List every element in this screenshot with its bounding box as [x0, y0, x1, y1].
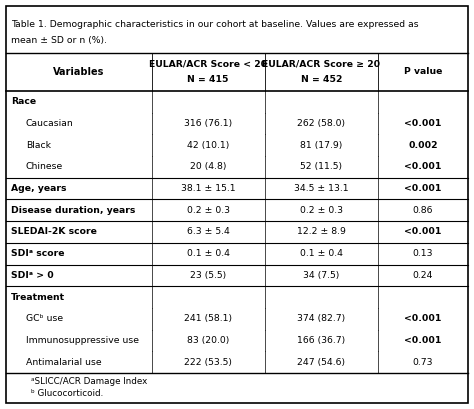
Text: <0.001: <0.001 [404, 227, 442, 236]
Text: 166 (36.7): 166 (36.7) [297, 336, 346, 345]
Text: 38.1 ± 15.1: 38.1 ± 15.1 [181, 184, 236, 193]
Text: <0.001: <0.001 [404, 162, 442, 171]
Text: 0.002: 0.002 [408, 141, 438, 150]
Text: GCᵇ use: GCᵇ use [26, 314, 63, 323]
Text: Antimalarial use: Antimalarial use [26, 357, 101, 366]
Text: 262 (58.0): 262 (58.0) [297, 119, 346, 128]
Text: SDIᵃ score: SDIᵃ score [11, 249, 64, 258]
Text: Black: Black [26, 141, 51, 150]
Text: 222 (53.5): 222 (53.5) [184, 357, 232, 366]
Text: 374 (82.7): 374 (82.7) [297, 314, 346, 323]
Text: 0.86: 0.86 [413, 206, 433, 215]
Text: 241 (58.1): 241 (58.1) [184, 314, 232, 323]
Text: mean ± SD or n (%).: mean ± SD or n (%). [11, 36, 107, 45]
Text: P value: P value [404, 67, 442, 76]
Text: 0.24: 0.24 [413, 271, 433, 280]
Text: 20 (4.8): 20 (4.8) [190, 162, 226, 171]
Text: N = 452: N = 452 [301, 75, 342, 84]
Text: 0.2 ± 0.3: 0.2 ± 0.3 [300, 206, 343, 215]
Text: 52 (11.5): 52 (11.5) [301, 162, 342, 171]
Text: 316 (76.1): 316 (76.1) [184, 119, 232, 128]
Text: 81 (17.9): 81 (17.9) [300, 141, 342, 150]
Text: 23 (5.5): 23 (5.5) [190, 271, 226, 280]
Text: 42 (10.1): 42 (10.1) [187, 141, 229, 150]
Text: SLEDAI-2K score: SLEDAI-2K score [11, 227, 97, 236]
Text: <0.001: <0.001 [404, 119, 442, 128]
Text: Race: Race [11, 97, 36, 106]
Text: Immunosuppressive use: Immunosuppressive use [26, 336, 139, 345]
Text: N = 415: N = 415 [187, 75, 229, 84]
Text: SDIᵃ > 0: SDIᵃ > 0 [11, 271, 54, 280]
Text: 0.13: 0.13 [413, 249, 433, 258]
Text: 6.3 ± 5.4: 6.3 ± 5.4 [187, 227, 229, 236]
Text: 34.5 ± 13.1: 34.5 ± 13.1 [294, 184, 349, 193]
Text: ᵃSLICC/ACR Damage Index: ᵃSLICC/ACR Damage Index [31, 377, 147, 386]
Text: 247 (54.6): 247 (54.6) [297, 357, 346, 366]
Text: 12.2 ± 8.9: 12.2 ± 8.9 [297, 227, 346, 236]
Text: Variables: Variables [53, 67, 104, 77]
Text: Caucasian: Caucasian [26, 119, 74, 128]
Text: Table 1. Demographic characteristics in our cohort at baseline. Values are expre: Table 1. Demographic characteristics in … [11, 20, 419, 29]
Text: 0.2 ± 0.3: 0.2 ± 0.3 [187, 206, 229, 215]
Text: EULAR/ACR Score < 20: EULAR/ACR Score < 20 [149, 60, 267, 69]
Text: <0.001: <0.001 [404, 314, 442, 323]
Text: 0.73: 0.73 [413, 357, 433, 366]
Text: Treatment: Treatment [11, 292, 65, 301]
Text: 34 (7.5): 34 (7.5) [303, 271, 339, 280]
Text: Chinese: Chinese [26, 162, 63, 171]
Text: 0.1 ± 0.4: 0.1 ± 0.4 [300, 249, 343, 258]
Text: 83 (20.0): 83 (20.0) [187, 336, 229, 345]
Text: 0.1 ± 0.4: 0.1 ± 0.4 [187, 249, 229, 258]
Text: EULAR/ACR Score ≥ 20: EULAR/ACR Score ≥ 20 [262, 60, 380, 69]
Text: Disease duration, years: Disease duration, years [11, 206, 136, 215]
Text: Age, years: Age, years [11, 184, 66, 193]
Text: ᵇ Glucocorticoid.: ᵇ Glucocorticoid. [31, 389, 103, 398]
Text: <0.001: <0.001 [404, 184, 442, 193]
Text: <0.001: <0.001 [404, 336, 442, 345]
